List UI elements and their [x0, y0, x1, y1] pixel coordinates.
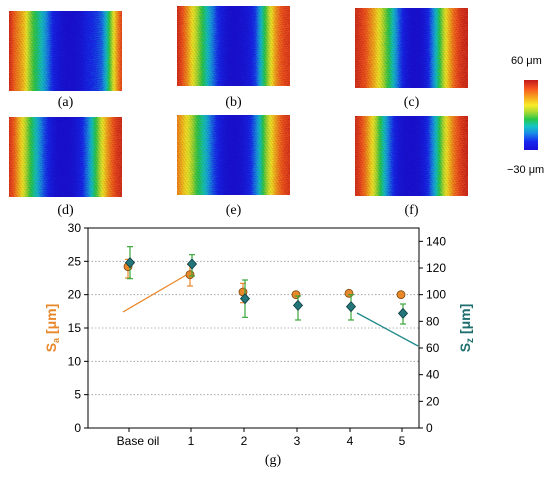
x-tick-label: 3: [294, 434, 301, 448]
x-tick-label: 2: [241, 434, 248, 448]
left-tick-label: 0: [74, 421, 81, 435]
grid-lines: [88, 260, 419, 396]
left-tick-label: 15: [68, 321, 82, 335]
x-tick-label: 4: [347, 434, 354, 448]
colorbar-min-label: −30 μm: [507, 164, 545, 176]
surface-map-f: [355, 116, 468, 196]
x-tick-label: 5: [399, 434, 406, 448]
left-axis-label: Sa [μm]: [43, 304, 61, 353]
surface-map-e: [177, 115, 290, 195]
caption-a: (a): [57, 95, 74, 110]
caption-c: (c): [403, 95, 420, 110]
sz-point: [186, 258, 198, 270]
right-tick-label: 120: [426, 261, 446, 275]
surface-map-f-canvas: [355, 116, 468, 196]
surface-map-d-canvas: [9, 117, 122, 197]
sz-point: [345, 301, 357, 313]
right-tick-label: 80: [426, 314, 440, 328]
surface-map-a-canvas: [9, 11, 122, 91]
sz-point: [124, 257, 136, 269]
sa-point: [344, 288, 354, 298]
left-tick-label: 5: [74, 388, 81, 402]
colorbar-max-label: 60 μm: [511, 55, 542, 67]
caption-d: (d): [57, 203, 74, 218]
sa-point: [185, 270, 195, 280]
surface-map-d: [9, 117, 122, 197]
sz-point: [397, 307, 409, 319]
right-tick-label: 100: [426, 288, 446, 302]
sa-point: [291, 290, 301, 300]
right-tick-label: 60: [426, 341, 440, 355]
caption-b: (b): [225, 95, 242, 110]
surface-map-b: [177, 6, 290, 86]
left-tick-label: 30: [68, 221, 82, 235]
surface-map-b-canvas: [177, 6, 290, 86]
right-tick-label: 20: [426, 394, 440, 408]
x-tick-label: 1: [188, 434, 195, 448]
sz-point: [239, 293, 251, 305]
left-tick-label: 20: [68, 288, 82, 302]
surface-map-a: [9, 11, 122, 91]
right-axis-label-unit: [μm]: [457, 304, 473, 338]
right-tick-label: 140: [426, 234, 446, 248]
caption-e: (e): [225, 203, 242, 218]
sa-pointer-line: [122, 273, 189, 313]
caption-f: (f): [404, 203, 419, 218]
right-tick-label: 0: [426, 421, 433, 435]
x-axis-ticks: Base oil 1 2 3 4 5: [117, 428, 406, 448]
colorbar: [524, 80, 538, 150]
sz-point: [292, 299, 304, 311]
right-axis-label-main: S: [457, 343, 473, 352]
surface-map-e-canvas: [177, 115, 290, 195]
left-axis-ticks: 0 5 10 15 20 25 30: [68, 221, 88, 435]
left-axis-label-sub: a: [51, 337, 61, 343]
sa-point: [396, 290, 406, 300]
sz-pointer-line: [356, 312, 419, 347]
x-tick-label: Base oil: [117, 434, 160, 448]
right-axis-ticks: 0 20 40 60 80 100 120 140: [419, 234, 446, 435]
left-axis-label-main: S: [43, 343, 59, 352]
surface-map-c: [355, 8, 468, 88]
caption-g: (g): [264, 453, 282, 468]
right-axis-label-sub: z: [465, 338, 476, 343]
data-series: [123, 246, 409, 325]
left-axis-label-unit: [μm]: [43, 304, 59, 338]
surface-map-c-canvas: [355, 8, 468, 88]
right-tick-label: 40: [426, 368, 440, 382]
left-tick-label: 10: [68, 354, 82, 368]
right-axis-label: Sz [μm]: [457, 304, 476, 353]
left-tick-label: 25: [68, 254, 82, 268]
